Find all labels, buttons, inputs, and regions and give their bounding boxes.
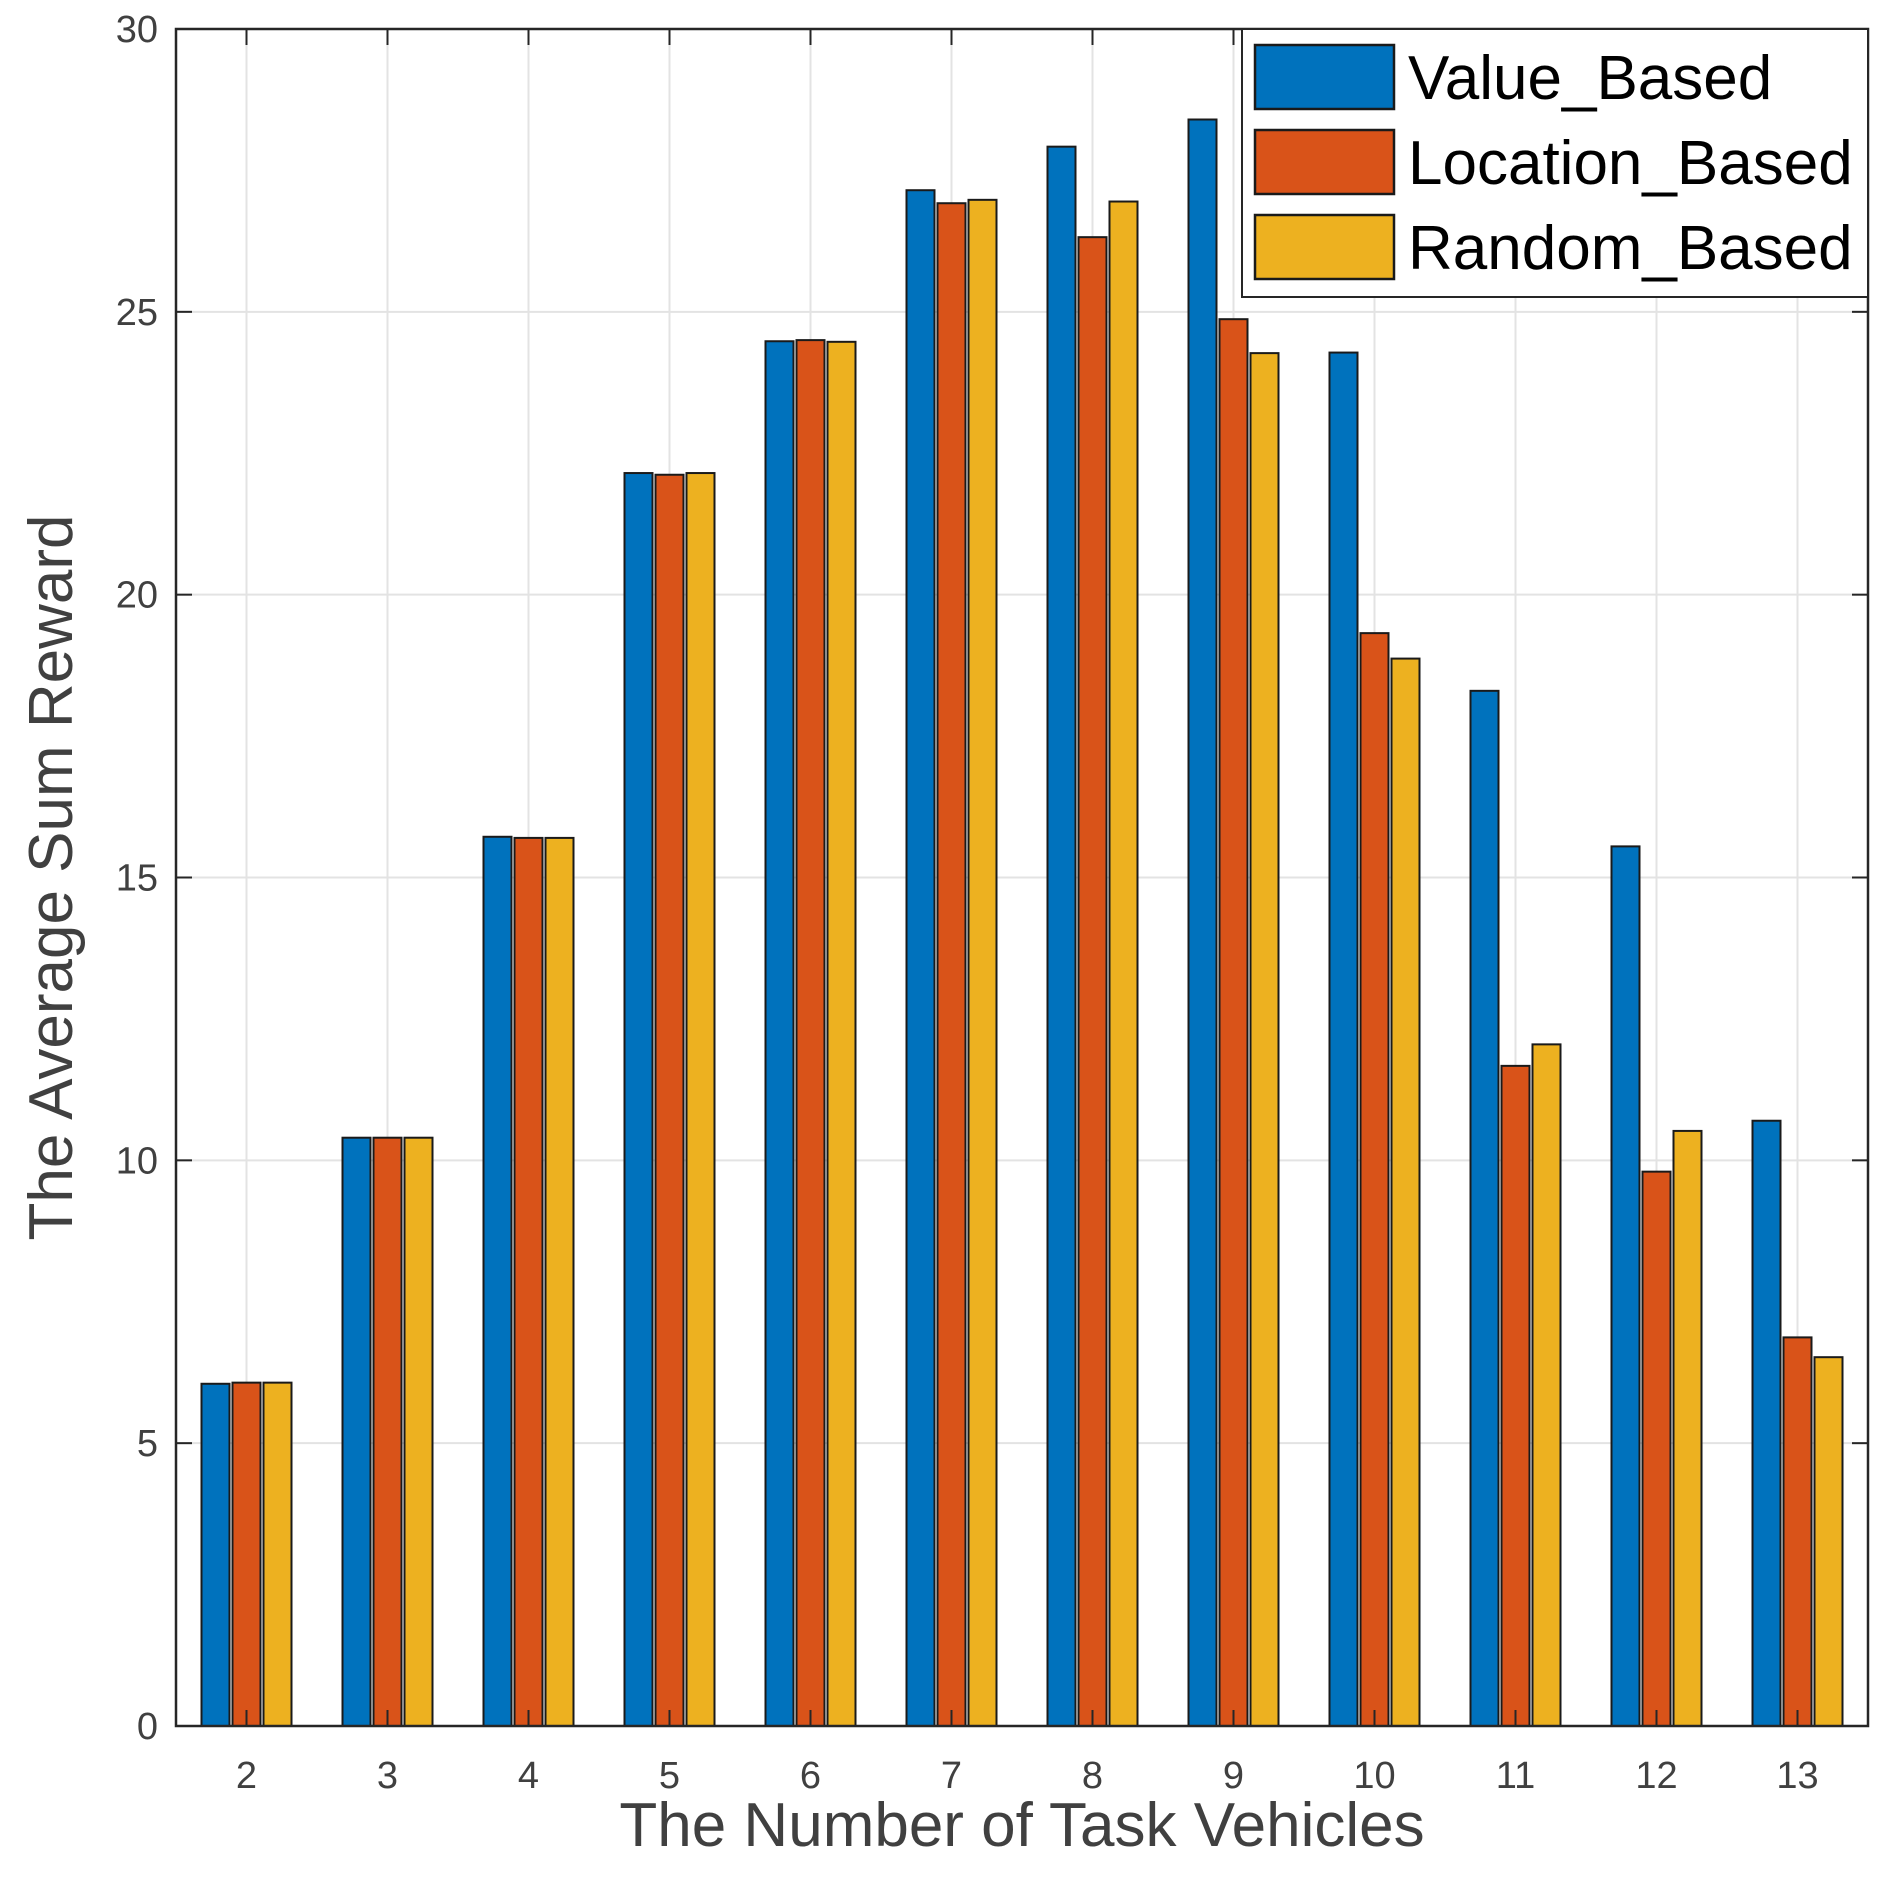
y-tick-label: 25 [116,292,158,334]
x-tick-label: 9 [1223,1755,1244,1797]
bar-location-based-4 [513,836,544,1727]
bar-location-based-8 [1077,236,1108,1728]
legend-label-random-based: Random_Based [1408,214,1853,283]
bar-location-based-9 [1218,318,1249,1727]
bar-random-based-2 [262,1381,293,1728]
bar-value-based-4 [482,835,513,1727]
x-tick-label: 11 [1496,1755,1535,1797]
x-tick-label: 13 [1776,1755,1818,1797]
bar-random-based-6 [826,340,857,1727]
legend: Value_Based Location_Based Random_Based [1241,28,1869,298]
legend-label-value-based: Value_Based [1408,44,1772,113]
x-tick-label: 10 [1353,1755,1395,1797]
bar-random-based-13 [1813,1356,1844,1727]
x-tick-label: 7 [941,1755,962,1797]
bar-location-based-11 [1500,1064,1531,1727]
y-tick-label: 0 [137,1706,158,1748]
bar-location-based-12 [1641,1170,1672,1727]
bar-value-based-9 [1187,118,1218,1727]
bar-random-based-4 [544,836,575,1727]
bar-location-based-7 [936,202,967,1727]
y-tick-label: 15 [116,858,158,900]
bar-location-based-6 [795,339,826,1727]
x-axis-label: The Number of Task Vehicles [619,1791,1424,1860]
legend-swatch-value-based [1253,43,1396,111]
bar-value-based-7 [905,189,936,1728]
bar-value-based-5 [623,472,654,1727]
y-tick-label: 30 [116,9,158,51]
bar-random-based-8 [1108,200,1139,1728]
x-tick-label: 8 [1082,1755,1103,1797]
bar-random-based-5 [685,472,716,1727]
bar-random-based-11 [1531,1043,1562,1728]
bar-value-based-3 [341,1136,372,1727]
bar-random-based-12 [1672,1129,1703,1728]
legend-swatch-location-based [1253,128,1396,196]
bar-value-based-2 [200,1382,231,1727]
bar-location-based-3 [372,1136,403,1727]
x-tick-label: 2 [236,1755,257,1797]
bar-value-based-13 [1751,1119,1782,1727]
bar-value-based-8 [1046,145,1077,1727]
legend-label-location-based: Location_Based [1408,129,1853,198]
legend-swatch-random-based [1253,213,1396,281]
bar-random-based-9 [1249,352,1280,1728]
bar-location-based-2 [231,1381,262,1728]
grid-lines [176,28,1868,1727]
x-tick-label: 5 [659,1755,680,1797]
bar-random-based-10 [1390,657,1421,1727]
x-tick-label: 6 [800,1755,821,1797]
x-tick-label: 12 [1635,1755,1677,1797]
y-tick-label: 20 [116,575,158,617]
bar-location-based-5 [654,473,685,1727]
y-tick-label: 5 [137,1423,158,1465]
bar-value-based-10 [1328,351,1359,1728]
y-tick-label: 10 [116,1140,158,1182]
bar-location-based-10 [1359,632,1390,1728]
tick-labels: 0 5 10 15 20 25 30 2 3 4 5 6 7 8 9 10 11 12 13 [116,9,1819,1797]
bar-random-based-7 [967,198,998,1728]
bar-value-based-6 [764,340,795,1727]
x-tick-label: 3 [377,1755,398,1797]
bar-value-based-11 [1469,689,1500,1728]
y-axis-label: The Average Sum Reward [17,514,86,1240]
bar-location-based-13 [1782,1336,1813,1727]
x-tick-label: 4 [518,1755,539,1797]
bar-random-based-3 [403,1136,434,1727]
bar-value-based-12 [1610,845,1641,1727]
